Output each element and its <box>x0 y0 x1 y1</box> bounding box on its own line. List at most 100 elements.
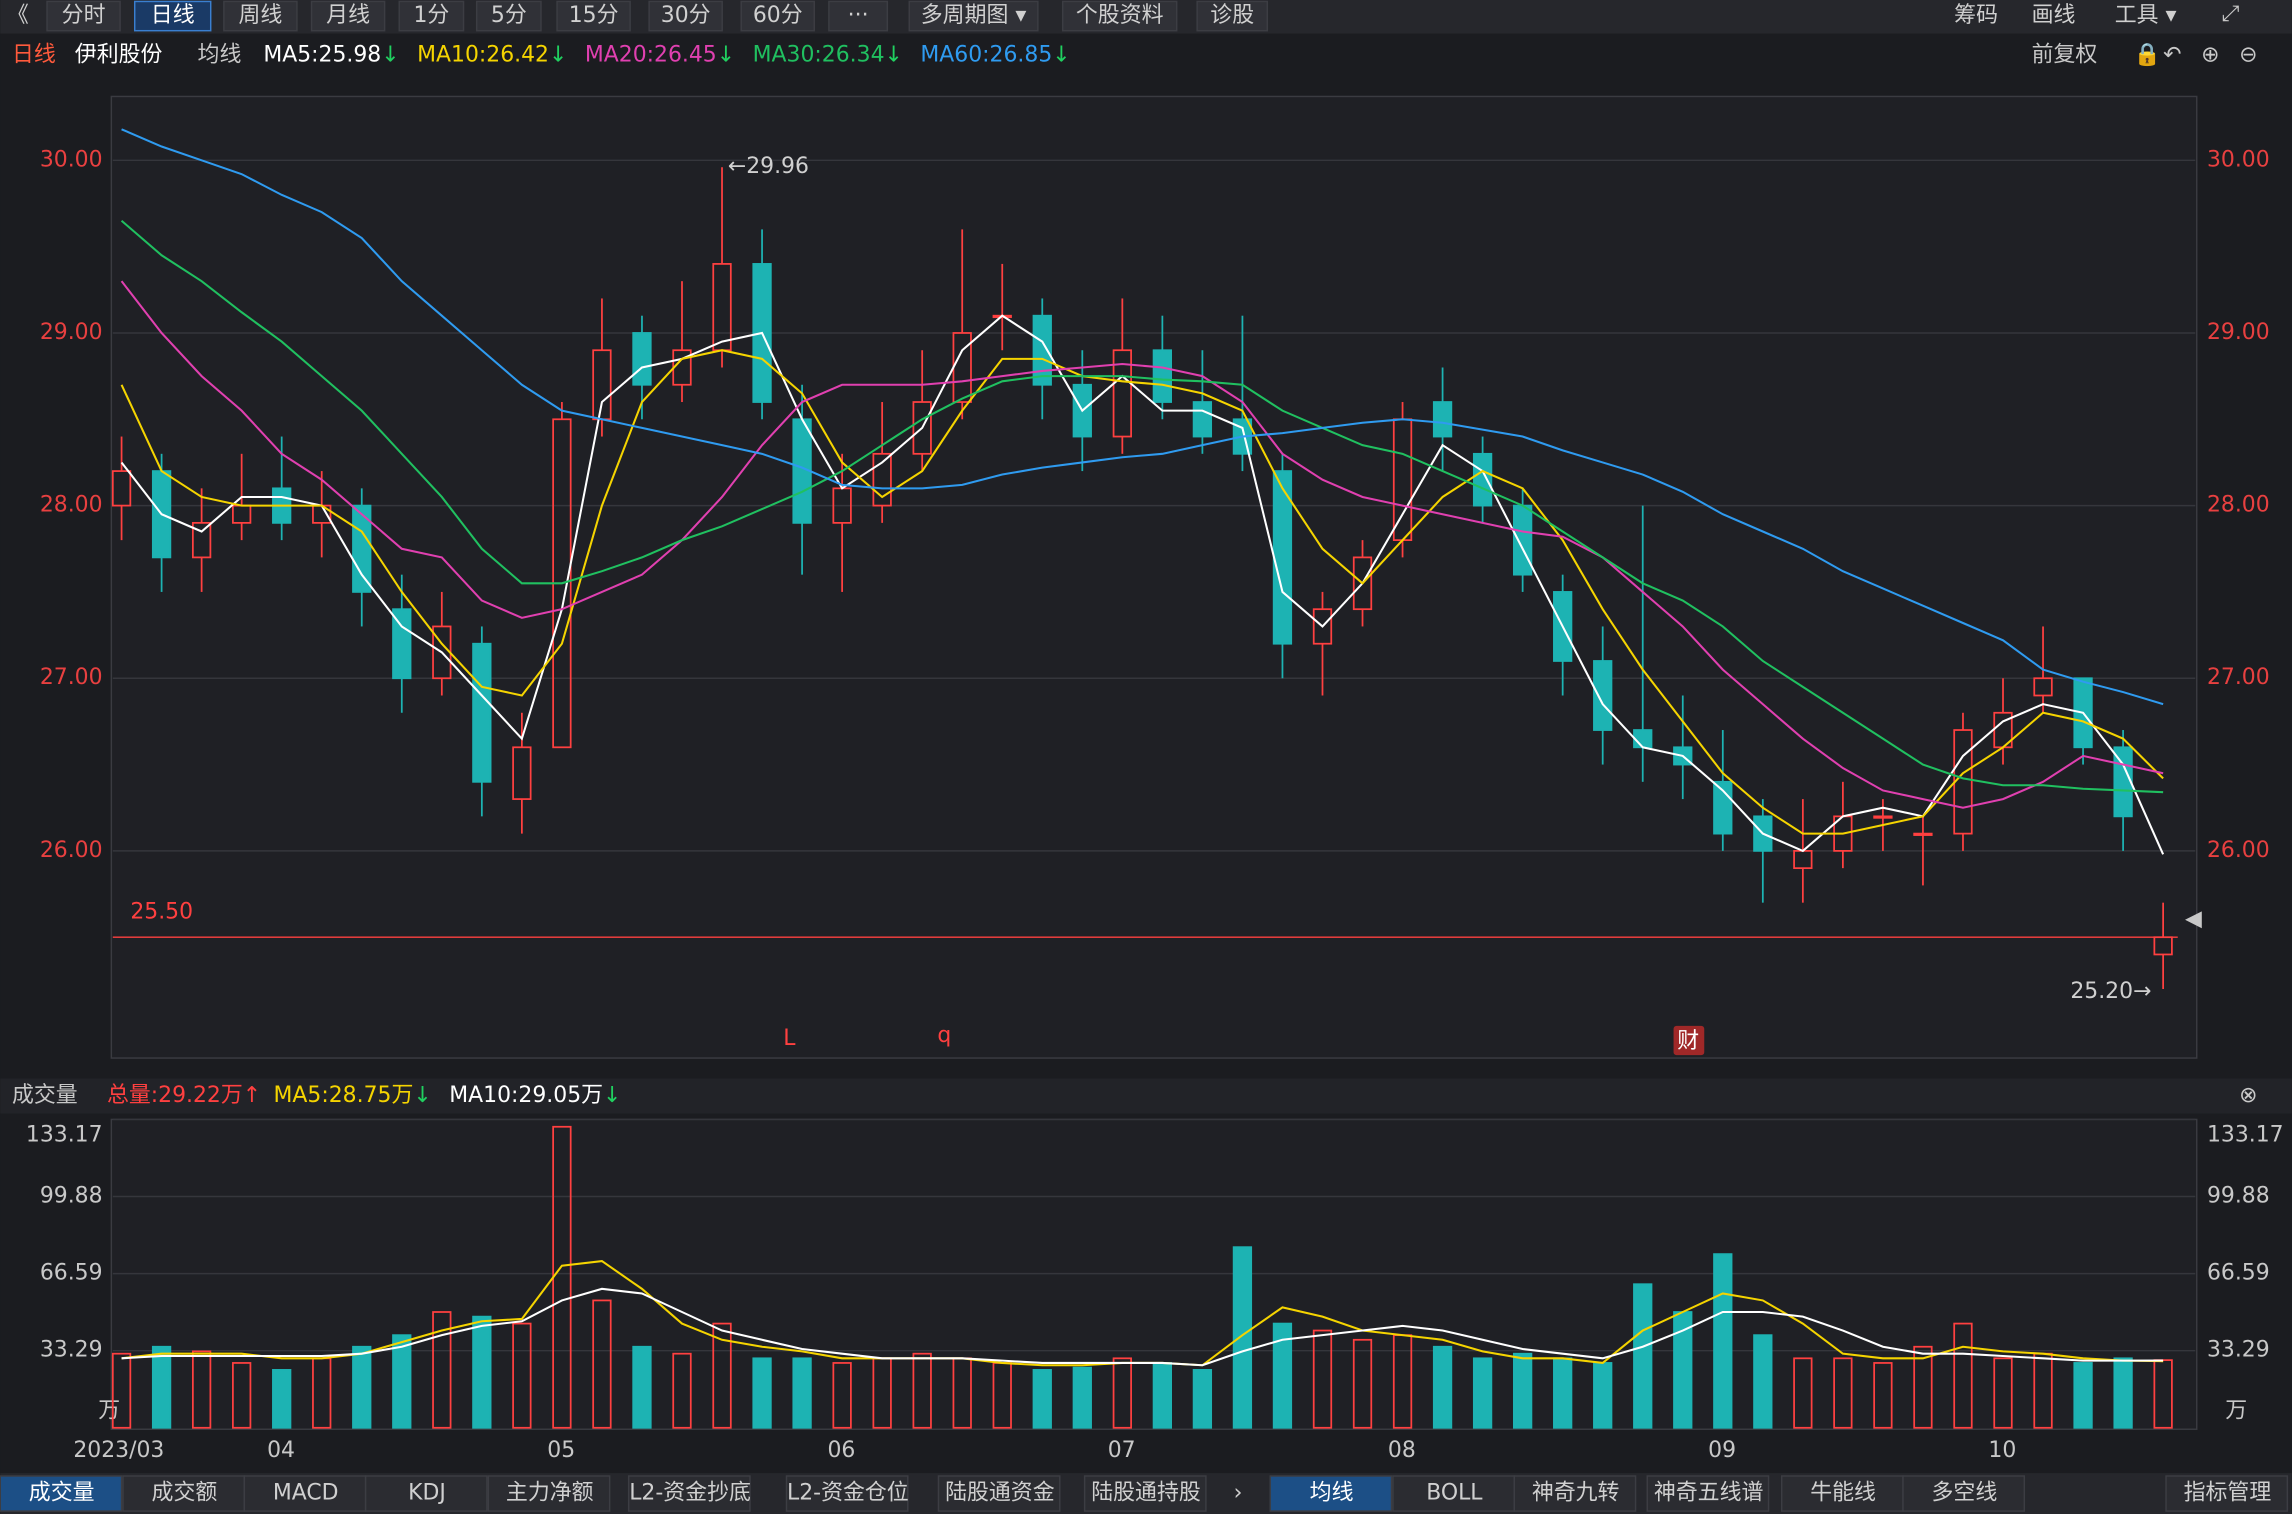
tab[interactable]: MACD <box>273 1481 339 1506</box>
lock-icon[interactable]: 🔒 <box>2134 43 2161 68</box>
toolbar-button[interactable]: 《 <box>7 3 29 28</box>
toolbar-button-bg <box>556 0 631 32</box>
tab-bg <box>243 1475 367 1512</box>
tab[interactable]: KDJ <box>408 1481 446 1506</box>
toolbar-button-bg <box>398 0 465 32</box>
y-tick-label-right: 27.00 <box>2207 665 2270 690</box>
tab[interactable]: 陆股通持股 <box>1091 1481 1201 1506</box>
volume-bar <box>1512 1352 1533 1429</box>
period-label: 日线 <box>12 43 56 68</box>
ma-legend-label: MA30:26.34 <box>753 43 885 68</box>
volume-bar <box>1072 1366 1092 1429</box>
tab[interactable]: 多空线 <box>1932 1481 1998 1506</box>
zoom-in-icon[interactable]: ⊕ <box>2201 43 2219 68</box>
ma-line <box>120 349 2164 835</box>
y-tick-label-right: 66.59 <box>2207 1261 2270 1286</box>
candle-body <box>1472 452 1493 507</box>
toolbar-button-bg <box>1196 0 1269 32</box>
toolbar-button[interactable]: ··· <box>848 3 869 28</box>
tab[interactable]: BOLL <box>1426 1481 1483 1506</box>
x-tick-label: 05 <box>547 1438 575 1463</box>
tab-arrow[interactable]: › <box>1234 1481 1243 1506</box>
tab[interactable]: L2-资金仓位 <box>787 1481 909 1506</box>
ma-legend-trend: ↓ <box>549 43 567 68</box>
volume-bar <box>1793 1357 1813 1429</box>
adjust-button[interactable]: 前复权 <box>2032 43 2098 68</box>
tab[interactable]: 陆股通资金 <box>945 1481 1055 1506</box>
toolbar-button[interactable]: 诊股 <box>1210 3 1254 28</box>
toolbar-button[interactable]: 画线 <box>2032 3 2076 28</box>
y-tick-label: 33.29 <box>40 1338 103 1363</box>
toolbar-button-bg <box>475 0 542 32</box>
volume-bar <box>592 1299 612 1429</box>
toolbar-button[interactable]: 工具 ▾ <box>2115 3 2177 28</box>
candle-body <box>472 642 492 783</box>
ma-legend-label: MA20:26.45 <box>585 43 717 68</box>
toolbar-button[interactable]: 30分 <box>661 3 711 28</box>
undo-icon[interactable]: ↶ <box>2163 43 2181 68</box>
tab[interactable]: 指标管理 <box>2184 1481 2272 1506</box>
toolbar-button-bg <box>828 0 889 32</box>
volume-bar <box>1032 1369 1052 1429</box>
zoom-out-icon[interactable]: ⊖ <box>2239 43 2257 68</box>
toolbar-button-bg <box>648 0 723 32</box>
y-tick-label-right: 30.00 <box>2207 147 2270 172</box>
close-icon[interactable]: ⊗ <box>2239 1083 2257 1108</box>
ma-line <box>121 1287 2164 1367</box>
toolbar-button[interactable]: 60分 <box>753 3 803 28</box>
y-tick-label: 28.00 <box>40 493 103 518</box>
volume-total-label: 总量:29.22万 <box>107 1083 243 1108</box>
toolbar-button[interactable]: 日线 <box>151 3 195 28</box>
tab[interactable]: 主力净额 <box>506 1481 594 1506</box>
toolbar-button-bg <box>133 0 212 32</box>
tab-bg <box>2165 1475 2289 1512</box>
tab-bg <box>0 1475 123 1512</box>
toolbar-button[interactable]: 15分 <box>569 3 619 28</box>
toolbar-button-bg <box>310 0 386 32</box>
candle-body <box>912 401 932 455</box>
toolbar-button[interactable]: 5分 <box>491 3 527 28</box>
volume-bar <box>1152 1362 1173 1429</box>
volume-bar <box>472 1315 492 1429</box>
candle-body <box>1192 401 1213 438</box>
volume-bar <box>232 1362 252 1429</box>
volume-bar <box>352 1345 372 1429</box>
toolbar-button[interactable]: 1分 <box>413 3 449 28</box>
y-tick-label: 29.00 <box>40 320 103 345</box>
tab-bg <box>1780 1475 1904 1512</box>
y-tick-label: 99.88 <box>40 1184 103 1209</box>
candle-body <box>872 452 892 507</box>
reference-label: 25.50 <box>130 899 193 924</box>
tab[interactable]: 牛能线 <box>1810 1481 1876 1506</box>
x-tick-label: 08 <box>1388 1438 1416 1463</box>
y-tick-label-right: 28.00 <box>2207 493 2270 518</box>
x-tick-label: 04 <box>267 1438 295 1463</box>
tab-bg <box>937 1475 1061 1512</box>
volume-total-trend: ↑ <box>243 1083 261 1108</box>
tab-bg <box>364 1475 488 1512</box>
fullscreen-icon[interactable]: ⤢ <box>2222 2 2240 27</box>
volume-bar <box>1953 1322 1973 1429</box>
volume-bar <box>2073 1362 2093 1429</box>
toolbar-button[interactable]: 筹码 <box>1954 3 1998 28</box>
ma-legend: MA5:25.98↓ MA10:26.42↓ MA20:26.45↓ MA30:26.… <box>263 43 1070 68</box>
tab[interactable]: 成交额 <box>152 1481 218 1506</box>
tab[interactable]: 神奇五线谱 <box>1654 1481 1764 1506</box>
volume-legend-trend: ↓ <box>603 1083 621 1108</box>
toolbar-button[interactable]: 多周期图 ▾ <box>921 3 1027 28</box>
toolbar-button[interactable]: 个股资料 <box>1076 3 1164 28</box>
tab[interactable]: L2-资金抄底 <box>629 1481 751 1506</box>
volume-bar <box>712 1322 732 1429</box>
ma-legend-trend: ↓ <box>885 43 903 68</box>
volume-bar <box>1472 1357 1493 1429</box>
tab[interactable]: 均线 <box>1310 1481 1354 1506</box>
toolbar-button[interactable]: 周线 <box>238 3 282 28</box>
volume-bar <box>272 1369 292 1429</box>
toolbar-button[interactable]: 月线 <box>326 3 370 28</box>
marker-badge <box>1673 1025 1705 1056</box>
tab[interactable]: 成交量 <box>29 1481 95 1506</box>
candle-body <box>111 470 132 507</box>
toolbar-button[interactable]: 分时 <box>62 3 106 28</box>
x-tick-label: 07 <box>1108 1438 1136 1463</box>
tab[interactable]: 神奇九转 <box>1532 1481 1620 1506</box>
